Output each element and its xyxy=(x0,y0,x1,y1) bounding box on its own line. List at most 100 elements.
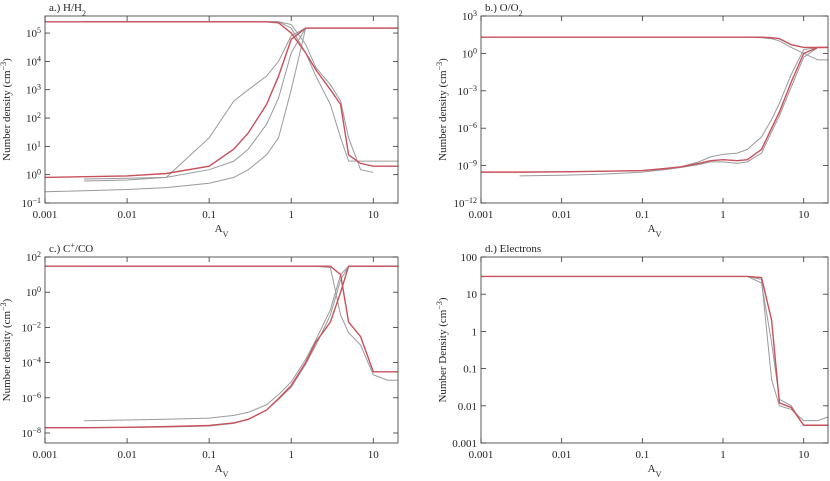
text-part: 2 xyxy=(82,9,86,18)
y-tick-label: 100 xyxy=(26,167,41,182)
panel: 0.001 0.01 0.1 1 1010−1100101102103104105a.)… xyxy=(0,2,399,239)
x-tick-label: 0.01 xyxy=(117,209,136,221)
tick-exponent: −6 xyxy=(468,121,477,130)
tick-base: 10 xyxy=(21,322,33,334)
lines xyxy=(45,21,398,193)
text-part: ) xyxy=(437,58,449,62)
x-axis-label: AV xyxy=(648,463,662,479)
x-tick-label: 0.01 xyxy=(117,449,136,461)
x-tick-label: 10 xyxy=(798,449,810,461)
text-part: V xyxy=(223,470,229,479)
text-part: V xyxy=(656,470,662,479)
series-line xyxy=(84,265,398,381)
y-tick-label: 100 xyxy=(462,46,477,61)
tick-base: 10 xyxy=(453,198,465,210)
tick-exponent: −8 xyxy=(32,425,41,434)
series-line xyxy=(481,36,828,49)
series-line xyxy=(84,265,398,422)
text-part: + xyxy=(70,241,75,250)
y-tick-label: 10−6 xyxy=(21,390,41,405)
y-tick-label: 10−3 xyxy=(457,83,477,98)
tick-base: 10 xyxy=(462,48,474,60)
y-axis-label: Number density (cm−3) xyxy=(0,58,13,161)
y-tick-label: 10−2 xyxy=(21,320,41,335)
panel-title: b.) O/O2 xyxy=(485,2,523,18)
panel-title: d.) Electrons xyxy=(485,243,541,255)
x-tick-label: 10 xyxy=(368,209,380,221)
y-tick-label: 10 xyxy=(466,289,478,301)
y-tick-label: 101 xyxy=(26,139,41,154)
tick-base: 10 xyxy=(26,141,38,153)
x-tick-label: 1 xyxy=(720,209,726,221)
series-line xyxy=(519,46,828,173)
tick-exponent: 0 xyxy=(37,285,41,294)
panel-title: a.) H/H2 xyxy=(49,2,86,18)
tick-base: 10 xyxy=(26,287,38,299)
tick-base: 10 xyxy=(26,56,38,68)
x-tick-label: 0.001 xyxy=(469,209,494,221)
tick-exponent: 3 xyxy=(37,82,41,91)
series-line xyxy=(481,46,828,173)
y-tick-label: 10−1 xyxy=(21,196,41,211)
text-part: A xyxy=(215,223,223,235)
series-line xyxy=(84,21,374,173)
y-tick-label: 10−12 xyxy=(453,196,477,211)
x-tick-label: 10 xyxy=(368,449,380,461)
y-tick-label: 103 xyxy=(462,9,477,24)
x-axis-label: AV xyxy=(215,463,229,479)
text-part: ) xyxy=(1,58,13,62)
tick-exponent: −6 xyxy=(32,390,41,399)
series-line xyxy=(481,275,828,426)
y-tick-label: 100 xyxy=(461,252,478,264)
y-axis-label: Number density (cm−3) xyxy=(435,58,450,161)
y-tick-label: 10−6 xyxy=(457,121,477,136)
text-part: −3 xyxy=(435,62,444,71)
series-line xyxy=(45,265,398,373)
tick-base: 10 xyxy=(457,86,469,98)
y-tick-label: 1 xyxy=(472,326,478,338)
tick-exponent: −1 xyxy=(32,196,41,205)
tick-base: 10 xyxy=(26,252,38,264)
text-part: ) xyxy=(1,298,13,302)
x-tick-label: 0.1 xyxy=(635,209,649,221)
tick-exponent: −9 xyxy=(468,158,477,167)
y-tick-label: 103 xyxy=(26,82,41,97)
text-part: Number density (cm xyxy=(1,310,13,401)
tick-exponent: 5 xyxy=(37,26,41,35)
tick-exponent: 1 xyxy=(37,139,41,148)
lines xyxy=(481,275,828,426)
text-part: c.) C xyxy=(49,243,70,255)
series-line xyxy=(45,265,398,429)
text-part: −3 xyxy=(435,301,444,310)
tick-exponent: −4 xyxy=(32,355,41,364)
y-tick-label: 0.001 xyxy=(452,438,477,450)
text-part: V xyxy=(223,230,229,239)
tick-base: 10 xyxy=(457,161,469,173)
text-part: A xyxy=(215,463,223,475)
x-tick-label: 0.1 xyxy=(202,209,216,221)
x-tick-label: 1 xyxy=(720,449,726,461)
x-tick-label: 1 xyxy=(288,449,294,461)
text-part: d.) Electrons xyxy=(485,243,541,255)
y-tick-label: 10−4 xyxy=(21,355,41,370)
x-tick-label: 1 xyxy=(288,209,294,221)
y-tick-label: 0.01 xyxy=(458,401,477,413)
tick-base: 10 xyxy=(21,393,33,405)
y-tick-label: 102 xyxy=(26,111,41,126)
y-tick-label: 100 xyxy=(26,285,41,300)
tick-base: 10 xyxy=(21,358,33,370)
series-line xyxy=(45,27,398,193)
text-part: b.) O/O xyxy=(485,2,519,14)
x-tick-label: 0.001 xyxy=(33,449,58,461)
tick-base: 10 xyxy=(26,113,38,125)
tick-base: 10 xyxy=(457,123,469,135)
y-axis-label: Number Density (cm−3) xyxy=(435,297,450,402)
text-part: Number density (cm xyxy=(437,70,449,161)
series-line xyxy=(84,27,398,182)
y-tick-label: 102 xyxy=(26,250,41,265)
tick-base: 10 xyxy=(26,170,38,182)
text-part: −3 xyxy=(0,62,8,71)
tick-exponent: 4 xyxy=(37,54,41,63)
x-tick-label: 10 xyxy=(798,209,810,221)
